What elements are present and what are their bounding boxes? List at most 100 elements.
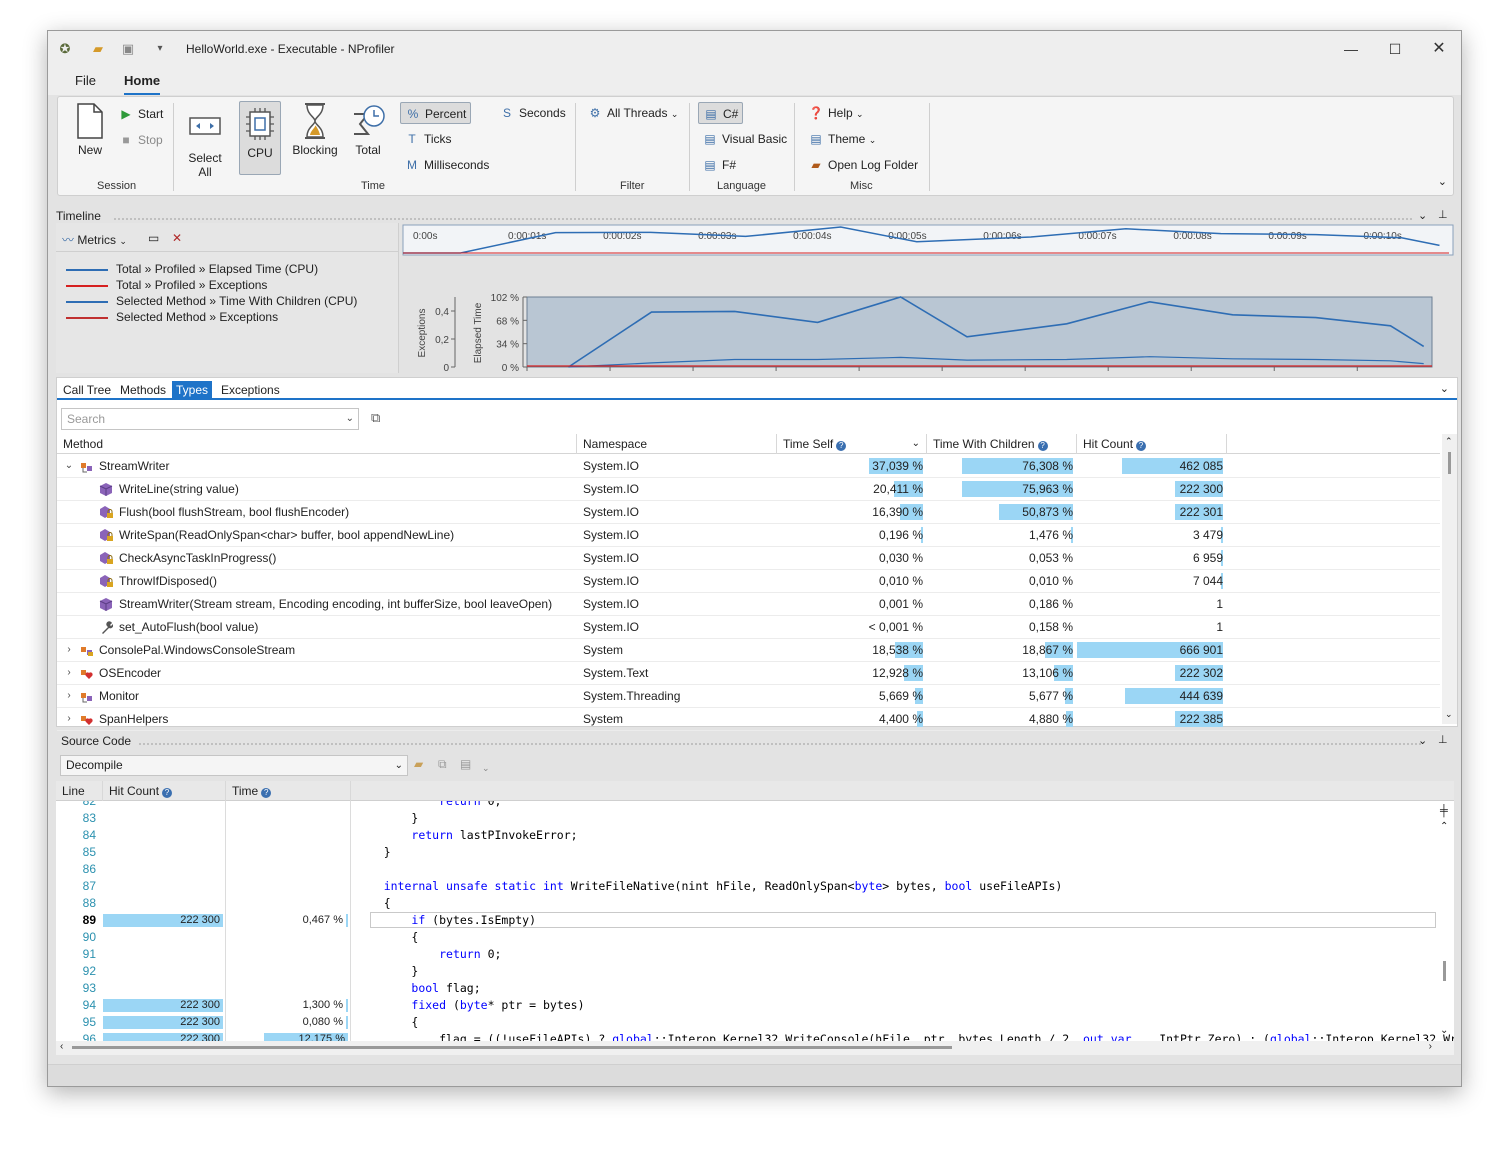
new-button[interactable]: New	[68, 101, 112, 177]
legend-item[interactable]: Total » Profiled » Exceptions	[66, 277, 267, 293]
seconds-button[interactable]: S Seconds	[499, 102, 566, 124]
code-line[interactable]: 90 {	[56, 929, 1454, 946]
table-row[interactable]: ⌄ StreamWriter System.IO 37,039 % 76,308 % 46…	[57, 455, 1440, 478]
column-method[interactable]: Method	[57, 434, 577, 454]
paste-icon[interactable]: ▤	[460, 757, 472, 771]
expand-toggle-icon[interactable]: ›	[67, 667, 71, 678]
csharp-button[interactable]: ▤ C#	[698, 102, 744, 124]
total-button[interactable]: Total	[348, 101, 388, 177]
close-button[interactable]: ✕	[1432, 40, 1446, 57]
table-row[interactable]: › OSEncoder System.Text 12,928 % 13,106 % 222…	[57, 662, 1440, 685]
scroll-thumb[interactable]	[1448, 452, 1451, 474]
split-icon[interactable]: ╪	[1440, 805, 1448, 817]
help-dropdown[interactable]: ❓ Help ⌄	[808, 102, 864, 124]
save-icon[interactable]: ▣	[121, 41, 135, 56]
milliseconds-button[interactable]: M Milliseconds	[404, 154, 489, 176]
tab-call-tree[interactable]: Call Tree	[63, 383, 112, 397]
column-source-hit-count[interactable]: Hit Count?	[103, 781, 226, 801]
table-row[interactable]: › Monitor System.Threading 5,669 % 5,677 % 44…	[57, 685, 1440, 708]
vertical-scrollbar[interactable]: ⌃ ⌄	[1442, 434, 1457, 724]
metrics-dropdown[interactable]: 〰 Metrics ⌄	[62, 231, 127, 248]
quick-access-dropdown-icon[interactable]: ▾	[157, 43, 163, 54]
blocking-button[interactable]: Blocking	[289, 101, 341, 177]
column-namespace[interactable]: Namespace	[577, 434, 777, 454]
expand-toggle-icon[interactable]: ›	[67, 644, 71, 655]
scroll-right-icon[interactable]: ›	[1428, 1041, 1432, 1052]
table-row[interactable]: › ConsolePal.WindowsConsoleStream System 18…	[57, 639, 1440, 662]
chevron-down-icon[interactable]: ⌄	[482, 763, 490, 773]
open-folder-icon[interactable]: ▰	[93, 41, 103, 56]
code-line[interactable]: 83 }	[56, 810, 1454, 827]
legend-item[interactable]: Selected Method » Time With Children (CP…	[66, 293, 357, 309]
column-time-children[interactable]: Time With Children?	[927, 434, 1077, 454]
scroll-down-icon[interactable]: ⌄	[1440, 1025, 1449, 1036]
visual-basic-button[interactable]: ▤ Visual Basic	[702, 128, 787, 150]
fsharp-button[interactable]: ▤ F#	[702, 154, 736, 176]
menu-home[interactable]: Home	[124, 73, 161, 95]
expand-toggle-icon[interactable]: ›	[67, 690, 71, 701]
column-time-self[interactable]: Time Self? ⌄	[777, 434, 927, 454]
legend-item[interactable]: Total » Profiled » Elapsed Time (CPU)	[66, 261, 318, 277]
scroll-left-icon[interactable]: ‹	[60, 1041, 64, 1052]
table-row[interactable]: WriteSpan(ReadOnlySpan<char> buffer, boo…	[57, 524, 1440, 547]
timeline-chart[interactable]: 0:00s 0:00:01s 0:00:02s 0:00:03s 0:00:04s 0:0…	[399, 223, 1454, 373]
code-line[interactable]: 94 222 300 1,300 % fixed (byte* ptr = byte…	[56, 997, 1454, 1014]
tab-methods[interactable]: Methods	[120, 383, 167, 397]
tab-types[interactable]: Types	[172, 381, 213, 400]
start-button[interactable]: ▶ Start	[118, 103, 163, 125]
table-row[interactable]: › SpanHelpers System 4,400 % 4,880 % 222 385	[57, 708, 1440, 731]
ticks-button[interactable]: T Ticks	[404, 128, 451, 150]
fit-icon[interactable]: ▭	[148, 231, 160, 245]
open-folder-icon[interactable]: ▰	[414, 757, 424, 771]
column-hit-count[interactable]: Hit Count?	[1077, 434, 1227, 454]
percent-button[interactable]: % Percent	[400, 102, 472, 124]
column-source-time[interactable]: Time?	[226, 781, 351, 801]
table-row[interactable]: CheckAsyncTaskInProgress() System.IO 0,030…	[57, 547, 1440, 570]
code-line[interactable]: 82 return 0;	[56, 801, 1454, 810]
code-line[interactable]: 95 222 300 0,080 % {	[56, 1014, 1454, 1031]
table-row[interactable]: Flush(bool flushStream, bool flushEncode…	[57, 501, 1440, 524]
stop-button[interactable]: ■ Stop	[118, 129, 162, 151]
tab-exceptions[interactable]: Exceptions	[221, 383, 280, 397]
open-log-folder-button[interactable]: ▰ Open Log Folder	[808, 154, 918, 176]
theme-dropdown[interactable]: ▤ Theme ⌄	[808, 128, 876, 150]
select-all-button[interactable]: Select All	[182, 101, 228, 179]
ribbon-collapse-icon[interactable]: ⌄	[1437, 176, 1447, 188]
panel-menu-icon[interactable]: ⌄	[1418, 210, 1428, 222]
code-line[interactable]: 89 222 300 0,467 % if (bytes.IsEmpty)	[56, 912, 1454, 929]
scroll-up-icon[interactable]: ⌃	[1445, 436, 1453, 446]
panel-menu-icon[interactable]: ⌄	[1418, 735, 1428, 747]
table-row[interactable]: WriteLine(string value) System.IO 20,411 %…	[57, 478, 1440, 501]
tabs-overflow-icon[interactable]: ⌄	[1439, 383, 1449, 395]
scroll-down-icon[interactable]: ⌄	[1445, 709, 1453, 719]
table-row[interactable]: ThrowIfDisposed() System.IO 0,010 % 0,010 %…	[57, 570, 1440, 593]
pin-icon[interactable]: ⊥	[1438, 734, 1448, 746]
remove-metric-icon[interactable]: ✕	[172, 231, 183, 245]
code-line[interactable]: 87 internal unsafe static int WriteFileN…	[56, 878, 1454, 895]
scroll-thumb[interactable]	[1443, 961, 1446, 981]
legend-item[interactable]: Selected Method » Exceptions	[66, 309, 278, 325]
code-line[interactable]: 96 222 300 12,175 % flag = ((!useFileAPIs)…	[56, 1031, 1454, 1041]
table-row[interactable]: StreamWriter(Stream stream, Encoding enc…	[57, 593, 1440, 616]
menu-file[interactable]: File	[75, 73, 96, 88]
chevron-down-icon[interactable]: ⌄	[345, 413, 354, 424]
horizontal-scrollbar[interactable]: ‹ ›	[56, 1041, 1454, 1055]
copy-icon[interactable]: ⧉	[371, 410, 381, 425]
all-threads-dropdown[interactable]: ⚙ All Threads ⌄	[587, 102, 679, 124]
search-input[interactable]: Search ⌄	[61, 408, 359, 430]
source-code-view[interactable]: 82 return 0; 83 } 84 return lastPInvokeErr…	[56, 801, 1454, 1041]
code-line[interactable]: 91 return 0;	[56, 946, 1454, 963]
code-line[interactable]: 93 bool flag;	[56, 980, 1454, 997]
code-line[interactable]: 92 }	[56, 963, 1454, 980]
maximize-button[interactable]: ☐	[1388, 41, 1402, 57]
scroll-thumb[interactable]	[72, 1046, 952, 1049]
decompile-dropdown[interactable]: Decompile ⌄	[60, 755, 408, 776]
expand-toggle-icon[interactable]: ›	[67, 713, 71, 724]
copy-icon[interactable]: ⧉	[438, 757, 447, 771]
minimize-button[interactable]: —	[1344, 41, 1358, 57]
table-row[interactable]: set_AutoFlush(bool value) System.IO < 0,00…	[57, 616, 1440, 639]
pin-icon[interactable]: ⊥	[1438, 209, 1448, 221]
column-line[interactable]: Line	[56, 781, 103, 801]
expand-toggle-icon[interactable]: ⌄	[64, 460, 74, 471]
code-line[interactable]: 88 {	[56, 895, 1454, 912]
